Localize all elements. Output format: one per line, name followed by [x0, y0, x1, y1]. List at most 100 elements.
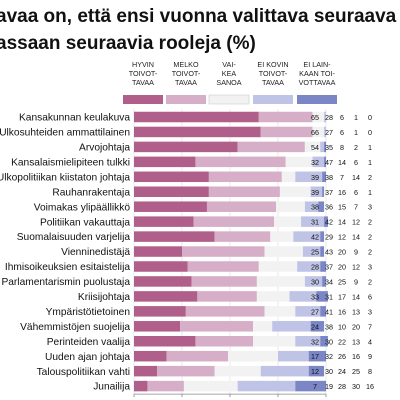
value-label: 7: [354, 203, 358, 212]
value-label: 12: [311, 367, 319, 376]
value-label: 16: [352, 352, 360, 361]
bar-segment: [293, 231, 321, 242]
value-label: 31: [325, 292, 333, 301]
category-label: Rauhanrakentaja: [52, 187, 130, 198]
value-label: 17: [311, 352, 319, 361]
bar-segment: [308, 365, 325, 377]
value-label: 9: [368, 352, 372, 361]
value-label: 7: [368, 322, 372, 331]
value-label: 24: [311, 322, 319, 331]
value-label: 8: [368, 367, 372, 376]
value-label: 4: [368, 337, 372, 346]
value-label: 28: [338, 382, 346, 391]
category-label: Arvojohtaja: [79, 143, 130, 154]
bar-segment: [260, 126, 313, 138]
value-label: 0: [368, 113, 372, 122]
bar-segment: [318, 201, 325, 212]
value-label: 30: [325, 337, 333, 346]
value-label: 2: [368, 277, 372, 286]
category-label: Vähemmistöjen suojelija: [20, 322, 130, 333]
bar-segment: [297, 261, 321, 272]
bar-segment: [308, 350, 326, 362]
value-label: 37: [325, 263, 333, 272]
category-label: Talouspolitiikan vahti: [37, 367, 130, 378]
bar-segment: [187, 261, 259, 272]
value-label: 16: [366, 382, 374, 391]
bar-segment: [197, 291, 257, 302]
value-label: 20: [338, 263, 346, 272]
bar-segment: [324, 126, 326, 138]
value-label: 30: [352, 382, 360, 391]
value-label: 12: [352, 263, 360, 272]
legend-label: KEA: [222, 69, 237, 78]
bar-segment: [276, 201, 305, 212]
bar-segment: [208, 186, 280, 197]
category-label: Ulkosuhteiden ammattilainen: [0, 128, 130, 139]
legend-label: TAVAA: [175, 78, 197, 87]
bar-segment: [289, 291, 317, 302]
value-label: 32: [325, 352, 333, 361]
title-line-1: avaa on, että ensi vuonna valittava seur…: [0, 6, 400, 27]
value-label: 34: [325, 277, 333, 286]
bar-segment: [312, 126, 325, 138]
category-label: Vienninedistäjä: [61, 247, 130, 258]
legend-swatch: [297, 95, 337, 104]
legend-label: VOTTAVAA: [299, 78, 336, 87]
bar-segment: [134, 336, 196, 347]
bar-segment: [185, 306, 265, 317]
category-label: Ympäristötietoinen: [46, 307, 130, 318]
bar-segment: [256, 291, 290, 302]
bar-segment: [324, 141, 326, 153]
value-label: 54: [311, 143, 319, 152]
bar-segment: [320, 231, 325, 242]
bar-segment: [134, 171, 209, 183]
value-label: 39: [311, 188, 319, 197]
category-label: Kansalaismielipiteen tulkki: [11, 157, 130, 168]
value-label: 1: [354, 128, 358, 137]
legend-label: TOIVOT-: [259, 69, 288, 78]
bar-segment: [206, 201, 277, 212]
category-label: Ulkopolitiikan kiistaton johtaja: [0, 172, 130, 183]
value-label: 7: [340, 173, 344, 182]
bar-segment: [324, 111, 326, 123]
value-label: 25: [338, 277, 346, 286]
bar-segment: [295, 336, 321, 347]
bar-segment: [264, 306, 296, 317]
bar-segment: [147, 380, 184, 392]
value-label: 20: [352, 322, 360, 331]
bar-segment: [316, 291, 328, 302]
bar-segment: [180, 321, 254, 332]
value-label: 9: [354, 277, 358, 286]
value-label: 6: [340, 128, 344, 137]
value-label: 14: [352, 233, 360, 242]
bar-segment: [312, 156, 325, 168]
bar-segment: [295, 171, 323, 183]
bar-segment: [134, 321, 181, 332]
value-label: 27: [325, 128, 333, 137]
value-label: 20: [338, 248, 346, 257]
bar-segment: [193, 216, 275, 227]
value-label: 22: [338, 337, 346, 346]
value-label: 26: [338, 352, 346, 361]
value-label: 31: [311, 218, 319, 227]
value-label: 1: [368, 143, 372, 152]
value-label: 42: [325, 218, 333, 227]
value-label: 28: [325, 113, 333, 122]
bar-segment: [320, 306, 326, 317]
bar-segment: [279, 186, 311, 197]
bar-segment: [157, 365, 215, 377]
bar-segment: [191, 276, 257, 287]
value-label: 28: [311, 263, 319, 272]
value-label: 1: [368, 158, 372, 167]
category-label: Kansakunnan keulakuva: [19, 113, 130, 124]
bar-segment: [195, 156, 286, 168]
value-label: 35: [325, 143, 333, 152]
bar-segment: [270, 231, 294, 242]
bar-segment: [322, 186, 325, 197]
legend-swatch: [208, 94, 250, 105]
legend-label: TAVAA: [262, 78, 284, 87]
bar-segment: [278, 350, 309, 362]
value-label: 10: [338, 322, 346, 331]
legend-label: SANOA: [216, 78, 241, 87]
bar-segment: [134, 246, 182, 257]
